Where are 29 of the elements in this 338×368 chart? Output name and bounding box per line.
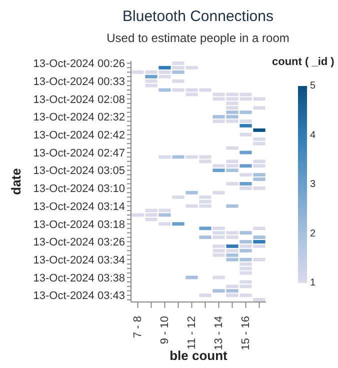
x-tick-label: 9 - 10 [158,316,171,344]
y-tick-label: 13-Oct-2024 02:32 [33,112,125,124]
x-tick-label: 7 - 8 [132,316,144,338]
y-tick-label: 13-Oct-2024 00:33 [33,76,125,88]
y-tick-label: 13-Oct-2024 03:05 [33,165,125,178]
color-bar-label: 5 [310,80,316,92]
color-bar-label: 4 [310,130,316,141]
y-tick-label: 13-Oct-2024 00:26 [33,58,125,70]
color-bar-title: count ( _id ) [272,56,334,68]
chart-subtitle: Used to estimate people in a room [106,31,290,45]
y-tick-label: 13-Oct-2024 02:42 [33,130,125,142]
y-tick-label: 13-Oct-2024 03:10 [33,183,125,196]
color-bar-label: 1 [310,278,316,288]
color-bar-label: 2 [310,228,316,240]
x-tick-label: 15 - 16 [240,316,252,350]
x-tick-label: 13 - 14 [212,316,225,350]
y-tick-label: 13-Oct-2024 03:34 [33,254,125,267]
y-tick-label: 13-Oct-2024 02:47 [33,147,125,160]
color-bar-label: 3 [310,179,316,190]
chart-title: Bluetooth Connections [122,8,274,25]
x-tick-label: 11 - 12 [186,316,198,350]
y-axis-title: date [8,168,24,195]
y-tick-label: 13-Oct-2024 03:18 [33,218,125,231]
y-tick-label: 13-Oct-2024 02:08 [33,94,125,106]
y-tick-label: 13-Oct-2024 03:38 [33,272,125,284]
y-tick-label: 13-Oct-2024 03:26 [33,236,125,249]
x-axis-title: ble count [170,348,228,363]
y-tick-label: 13-Oct-2024 03:43 [33,290,125,302]
y-tick-label: 13-Oct-2024 03:14 [33,200,125,213]
